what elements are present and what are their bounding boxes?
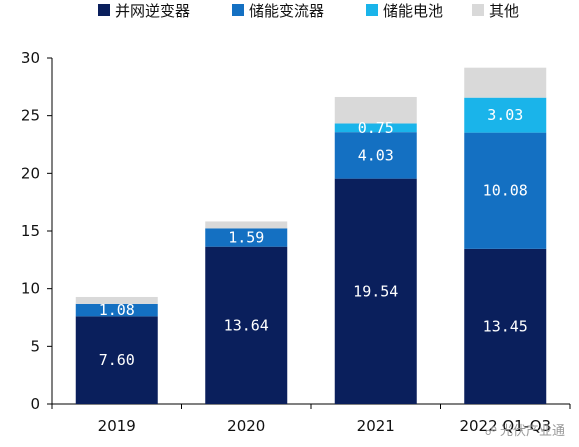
bar-segment [75,296,158,304]
data-label: 4.03 [358,146,394,164]
y-tick-label: 15 [21,222,40,240]
y-tick-label: 10 [21,280,40,298]
watermark: ☍ 光伏产业通 [485,420,565,439]
bar-segment [334,96,417,124]
data-label: 19.54 [353,282,398,300]
legend: 并网逆变器 储能变流器 储能电池 其他 [98,2,519,20]
bar-segment [334,123,417,133]
legend-label: 储能电池 [383,2,443,20]
bar-segment [464,132,547,249]
data-label: 10.08 [483,182,528,200]
y-tick-label: 30 [21,49,40,67]
bar-segment [205,221,288,229]
bar-segment [75,316,158,404]
bar-segment [464,248,547,404]
bar-segment [75,303,158,317]
bar-segment [334,178,417,404]
legend-swatch [472,4,484,16]
data-label: 3.03 [487,106,523,124]
data-label: 1.59 [228,229,264,247]
x-tick-label: 2019 [98,417,136,435]
y-tick-label: 20 [21,164,40,182]
legend-swatch [98,4,110,16]
data-label: 1.08 [99,301,135,319]
x-tick-label: 2020 [227,417,265,435]
legend-label: 储能变流器 [249,2,324,20]
data-label: 13.64 [224,316,269,334]
data-labels: 7.60 1.08 13.64 1.59 19.54 4.03 0.75 13.45 10.08… [99,106,528,369]
y-tick-label: 0 [30,395,40,413]
bar-segment [334,132,417,179]
data-label: 0.75 [358,119,394,137]
watermark-text: 光伏产业通 [499,424,565,439]
legend-label: 并网逆变器 [115,2,190,20]
data-label: 13.45 [483,317,528,335]
y-tick-label: 5 [30,337,40,355]
y-tick-label: 25 [21,107,40,125]
bar-segment [205,246,288,404]
bar-segment [464,67,547,98]
axes: 0 5 10 15 20 25 30 2019 2020 2021 2022 Q1-Q3 [21,49,571,435]
legend-label: 其他 [489,2,519,20]
legend-swatch [232,4,244,16]
bars [75,67,547,404]
bar-segment [205,228,288,247]
x-tick-label: 2021 [357,417,395,435]
wechat-icon: ☍ [484,424,497,438]
data-label: 7.60 [99,351,135,369]
legend-swatch [366,4,378,16]
x-tick-label: 2022 Q1-Q3 [459,417,551,435]
bar-segment [464,97,547,133]
